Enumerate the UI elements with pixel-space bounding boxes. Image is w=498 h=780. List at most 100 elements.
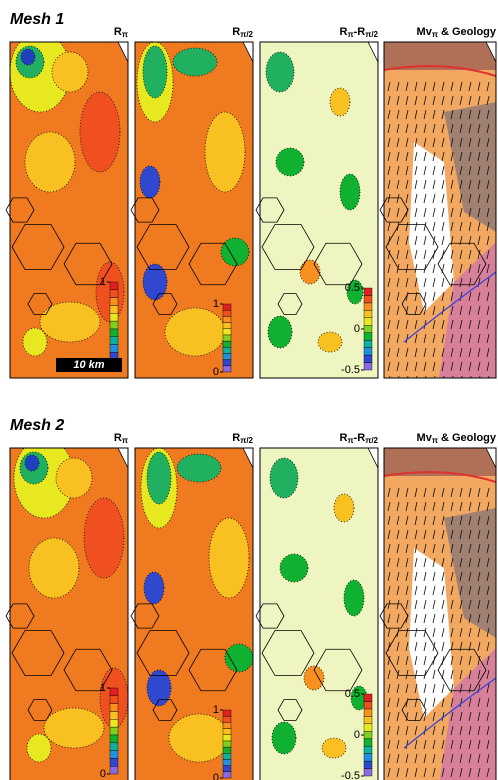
map xyxy=(384,448,496,780)
title-part: -R xyxy=(354,432,366,444)
colorbar-cell xyxy=(110,719,118,727)
colorbar-cell xyxy=(223,729,231,735)
map-blob xyxy=(25,132,75,192)
colorbar-cell xyxy=(364,739,372,746)
colorbar-cell xyxy=(223,759,231,765)
map-blob xyxy=(84,498,124,578)
colorbar-cell xyxy=(110,704,118,712)
mesh-title: Mesh 2 xyxy=(10,417,64,434)
colorbar-cell xyxy=(223,766,231,772)
map-blob xyxy=(270,458,298,498)
title-part: π xyxy=(122,436,128,445)
panel-title: Rπ xyxy=(114,432,128,445)
colorbar-cell xyxy=(110,696,118,704)
map-blob xyxy=(21,49,35,65)
colorbar-label: 0 xyxy=(354,729,360,741)
panel-title: Rπ/2 xyxy=(232,26,253,39)
map-blob xyxy=(209,518,249,598)
title-part: R xyxy=(114,26,122,38)
colorbar-cell xyxy=(223,347,231,353)
colorbar-cell xyxy=(223,329,231,335)
panel-title: Rπ-Rπ/2 xyxy=(340,26,379,39)
colorbar-cell xyxy=(223,310,231,316)
title-part: Mv xyxy=(417,432,433,444)
colorbar-cell xyxy=(110,688,118,696)
colorbar-cell xyxy=(110,321,118,329)
colorbar-cell xyxy=(364,701,372,708)
map-blob xyxy=(276,148,304,176)
colorbar-label: 1 xyxy=(213,704,219,716)
colorbar-cell xyxy=(364,754,372,761)
colorbar-label: 0.5 xyxy=(345,688,360,700)
map-blob xyxy=(29,538,79,598)
colorbar-cell xyxy=(223,335,231,341)
map-blob xyxy=(334,494,354,522)
panel-title: Rπ-Rπ/2 xyxy=(340,432,379,445)
map-blob xyxy=(140,166,160,198)
title-part: R xyxy=(232,432,240,444)
colorbar-cell xyxy=(223,366,231,372)
map-blob xyxy=(225,644,253,672)
map-blob xyxy=(40,302,100,342)
map-blob xyxy=(56,458,92,498)
title-part: R xyxy=(340,26,348,38)
scale-bar-label: 10 km xyxy=(73,359,104,371)
colorbar-cell xyxy=(110,345,118,353)
map-blob xyxy=(268,316,292,348)
map-blob xyxy=(177,454,221,482)
map-blob xyxy=(330,88,350,116)
map-blob xyxy=(300,260,320,284)
title-part: & Geology xyxy=(438,26,497,38)
colorbar-cell xyxy=(223,716,231,722)
colorbar-cell xyxy=(364,709,372,716)
colorbar-cell xyxy=(223,304,231,310)
panel-title: Mvπ & Geology xyxy=(417,26,497,39)
map xyxy=(260,448,378,780)
colorbar-cell xyxy=(364,355,372,362)
colorbar-cell xyxy=(223,735,231,741)
map-blob xyxy=(23,328,47,356)
colorbar-cell xyxy=(110,337,118,345)
map xyxy=(135,448,253,780)
colorbar-cell xyxy=(223,353,231,359)
map-blob xyxy=(80,92,120,172)
mesh-title: Mesh 1 xyxy=(10,11,64,28)
colorbar-cell xyxy=(223,360,231,366)
colorbar-cell xyxy=(110,305,118,313)
colorbar-cell xyxy=(364,325,372,332)
colorbar-cell xyxy=(110,282,118,290)
map-blob xyxy=(272,722,296,754)
title-part: R xyxy=(232,26,240,38)
panel-title: Rπ/2 xyxy=(232,432,253,445)
colorbar-cell xyxy=(364,340,372,347)
map xyxy=(135,42,253,378)
title-part: π/2 xyxy=(240,436,253,445)
panel-title: Rπ xyxy=(114,26,128,39)
colorbar-cell xyxy=(110,298,118,306)
colorbar-cell xyxy=(364,731,372,738)
figure: Mesh 1Rπ1010 kmRπ/210Rπ-Rπ/20.50-0.5Mvπ … xyxy=(0,0,498,780)
title-part: R xyxy=(340,432,348,444)
title-part: & Geology xyxy=(438,432,497,444)
colorbar-label: 0 xyxy=(213,366,219,378)
title-part: -R xyxy=(354,26,366,38)
map-blob xyxy=(25,455,39,471)
title-part: π/2 xyxy=(240,30,253,39)
map-blob xyxy=(266,52,294,92)
colorbar-cell xyxy=(223,753,231,759)
colorbar-cell xyxy=(223,747,231,753)
colorbar-label: 0 xyxy=(354,323,360,335)
map-blob xyxy=(52,52,88,92)
map-blob xyxy=(144,572,164,604)
map-blob xyxy=(147,452,171,504)
colorbar-cell xyxy=(223,323,231,329)
colorbar-cell xyxy=(364,333,372,340)
colorbar-cell xyxy=(364,724,372,731)
colorbar-cell xyxy=(110,758,118,766)
colorbar-cell xyxy=(110,711,118,719)
colorbar-label: -0.5 xyxy=(341,770,360,780)
title-part: π/2 xyxy=(365,436,378,445)
map-blob xyxy=(165,308,225,356)
colorbar-cell xyxy=(110,751,118,759)
map-blob xyxy=(280,554,308,582)
